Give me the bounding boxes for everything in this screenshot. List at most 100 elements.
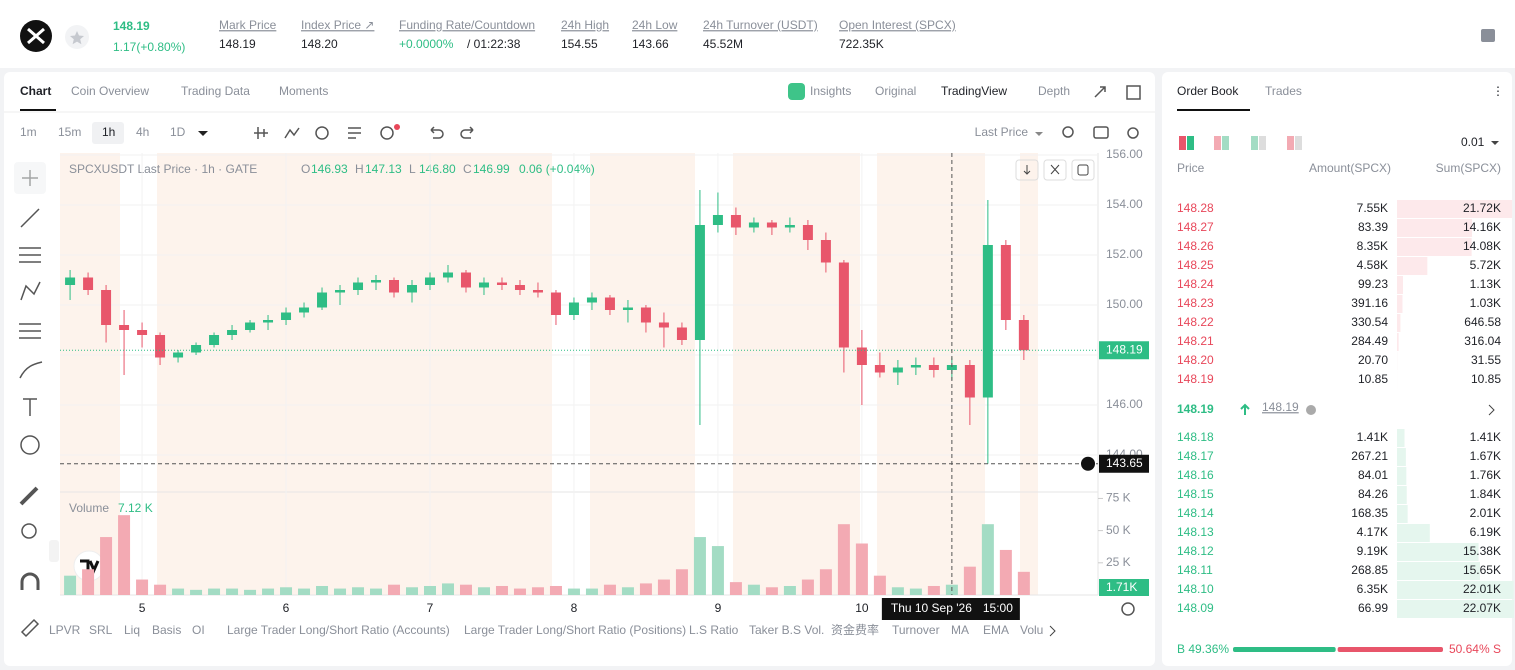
col-header: Price: [1177, 161, 1205, 175]
candle-body: [496, 282, 507, 285]
candle-body: [748, 222, 759, 228]
ob-tab[interactable]: Order Book: [1177, 84, 1239, 98]
indicator[interactable]: Turnover: [892, 623, 940, 637]
indicator[interactable]: Basis: [152, 623, 181, 637]
interval[interactable]: 4h: [136, 125, 149, 139]
indicator[interactable]: Liq: [124, 623, 140, 637]
precision[interactable]: 0.01: [1461, 135, 1485, 149]
view-tab[interactable]: Insights: [810, 84, 851, 98]
settings-icon[interactable]: [1127, 127, 1139, 139]
ob-tab[interactable]: Trades: [1265, 84, 1302, 98]
tab[interactable]: Moments: [279, 84, 328, 98]
collapse-tab[interactable]: [49, 540, 59, 562]
undo-icon[interactable]: [430, 126, 444, 139]
pencil-tool[interactable]: [20, 618, 40, 638]
replay-icon[interactable]: [315, 126, 329, 140]
ob-price: 148.24: [1177, 277, 1214, 291]
volume-bar: [100, 537, 113, 595]
depth-bar: [1397, 238, 1472, 256]
interval[interactable]: 1m: [20, 125, 37, 139]
icon[interactable]: [1222, 136, 1229, 150]
more-indicators[interactable]: [1049, 625, 1056, 637]
indicator[interactable]: Large Trader Long/Short Ratio (Accounts): [227, 623, 450, 637]
kebab[interactable]: ⋮: [1492, 84, 1504, 98]
text-tool[interactable]: [23, 398, 37, 416]
indicator[interactable]: SRL: [89, 623, 113, 637]
interval[interactable]: 15m: [58, 125, 81, 139]
indicator[interactable]: Volu: [1020, 623, 1043, 637]
view-tab[interactable]: Depth: [1038, 84, 1070, 98]
magnet-tool[interactable]: [20, 572, 40, 590]
indicator[interactable]: L.S Ratio: [689, 623, 739, 637]
precision-arrow[interactable]: [1491, 141, 1499, 145]
volume-bar: [531, 587, 544, 595]
add-alert[interactable]: [1081, 456, 1095, 471]
add-icon[interactable]: [380, 126, 394, 140]
icon[interactable]: [1287, 136, 1294, 150]
view-tab[interactable]: TradingView: [941, 84, 1007, 98]
window-icon[interactable]: [1126, 85, 1141, 100]
menu-icon[interactable]: [1481, 29, 1495, 42]
indicator[interactable]: 资金费率: [831, 622, 879, 637]
button[interactable]: [1071, 159, 1095, 181]
depth-bar: [1397, 467, 1407, 485]
button[interactable]: [1043, 159, 1067, 181]
indicator[interactable]: EMA: [983, 623, 1009, 637]
band: [590, 153, 695, 595]
candle-icon[interactable]: [254, 127, 268, 139]
depth-bar: [1397, 562, 1480, 580]
icon[interactable]: [1295, 136, 1302, 150]
indicator-icon[interactable]: [284, 127, 300, 139]
volume-bar: [1017, 571, 1030, 595]
redo-icon[interactable]: [460, 126, 474, 139]
expand-icon[interactable]: [1094, 86, 1106, 98]
legend-key: O: [301, 162, 310, 176]
search-icon[interactable]: [1062, 126, 1074, 138]
brush-tool[interactable]: [19, 361, 43, 379]
indicator[interactable]: OI: [192, 623, 205, 637]
icon[interactable]: [1187, 136, 1194, 150]
ob-sum: 14.08K: [1463, 239, 1501, 253]
ruler-tool[interactable]: [19, 486, 39, 506]
indicator[interactable]: MA: [951, 623, 969, 637]
price-type[interactable]: Last Price: [975, 125, 1029, 139]
camera-icon[interactable]: [1093, 126, 1109, 139]
indicator[interactable]: LPVR: [49, 623, 81, 637]
collapse-icon: [1050, 164, 1060, 175]
tab[interactable]: Coin Overview: [71, 84, 149, 98]
volume-bar: [226, 588, 239, 595]
icon[interactable]: [1251, 136, 1258, 150]
ob-price: 148.15: [1177, 487, 1214, 501]
emoji-tool[interactable]: [20, 435, 40, 455]
ob-sum: 316.04: [1464, 334, 1501, 348]
dropdown-arrow[interactable]: [198, 131, 208, 136]
pattern-tool[interactable]: [20, 281, 41, 301]
indicator[interactable]: Taker B.S Vol.: [749, 623, 824, 637]
ob-more[interactable]: [1488, 404, 1495, 416]
candle-body: [838, 262, 849, 348]
button[interactable]: [1015, 159, 1039, 181]
interval[interactable]: 1D: [170, 125, 186, 139]
ob-sum: 1.03K: [1470, 296, 1501, 310]
volume-bar: [513, 588, 526, 595]
icon[interactable]: [1214, 136, 1221, 150]
tab[interactable]: Trading Data: [181, 84, 250, 98]
ob-sum: 1.41K: [1470, 430, 1501, 444]
zoom-tool[interactable]: [21, 523, 37, 539]
interval[interactable]: 1h: [102, 125, 115, 139]
template-icon[interactable]: [348, 127, 361, 139]
icon[interactable]: [1259, 136, 1266, 150]
channel-tool[interactable]: [19, 247, 41, 263]
tab[interactable]: Chart: [20, 84, 51, 98]
fib-tool[interactable]: [19, 323, 41, 339]
ob-amount: 168.35: [1351, 506, 1388, 520]
view-tab[interactable]: Original: [875, 84, 916, 98]
icon[interactable]: [1179, 136, 1186, 150]
candle-body: [586, 297, 597, 303]
volume-last-box: [1099, 579, 1149, 596]
price-type-arrow[interactable]: [1035, 132, 1043, 136]
axis-settings[interactable]: [1121, 602, 1135, 616]
line-tool[interactable]: [20, 208, 40, 228]
ob-amount: 84.01: [1358, 468, 1388, 482]
indicator[interactable]: Large Trader Long/Short Ratio (Positions…: [464, 623, 686, 637]
